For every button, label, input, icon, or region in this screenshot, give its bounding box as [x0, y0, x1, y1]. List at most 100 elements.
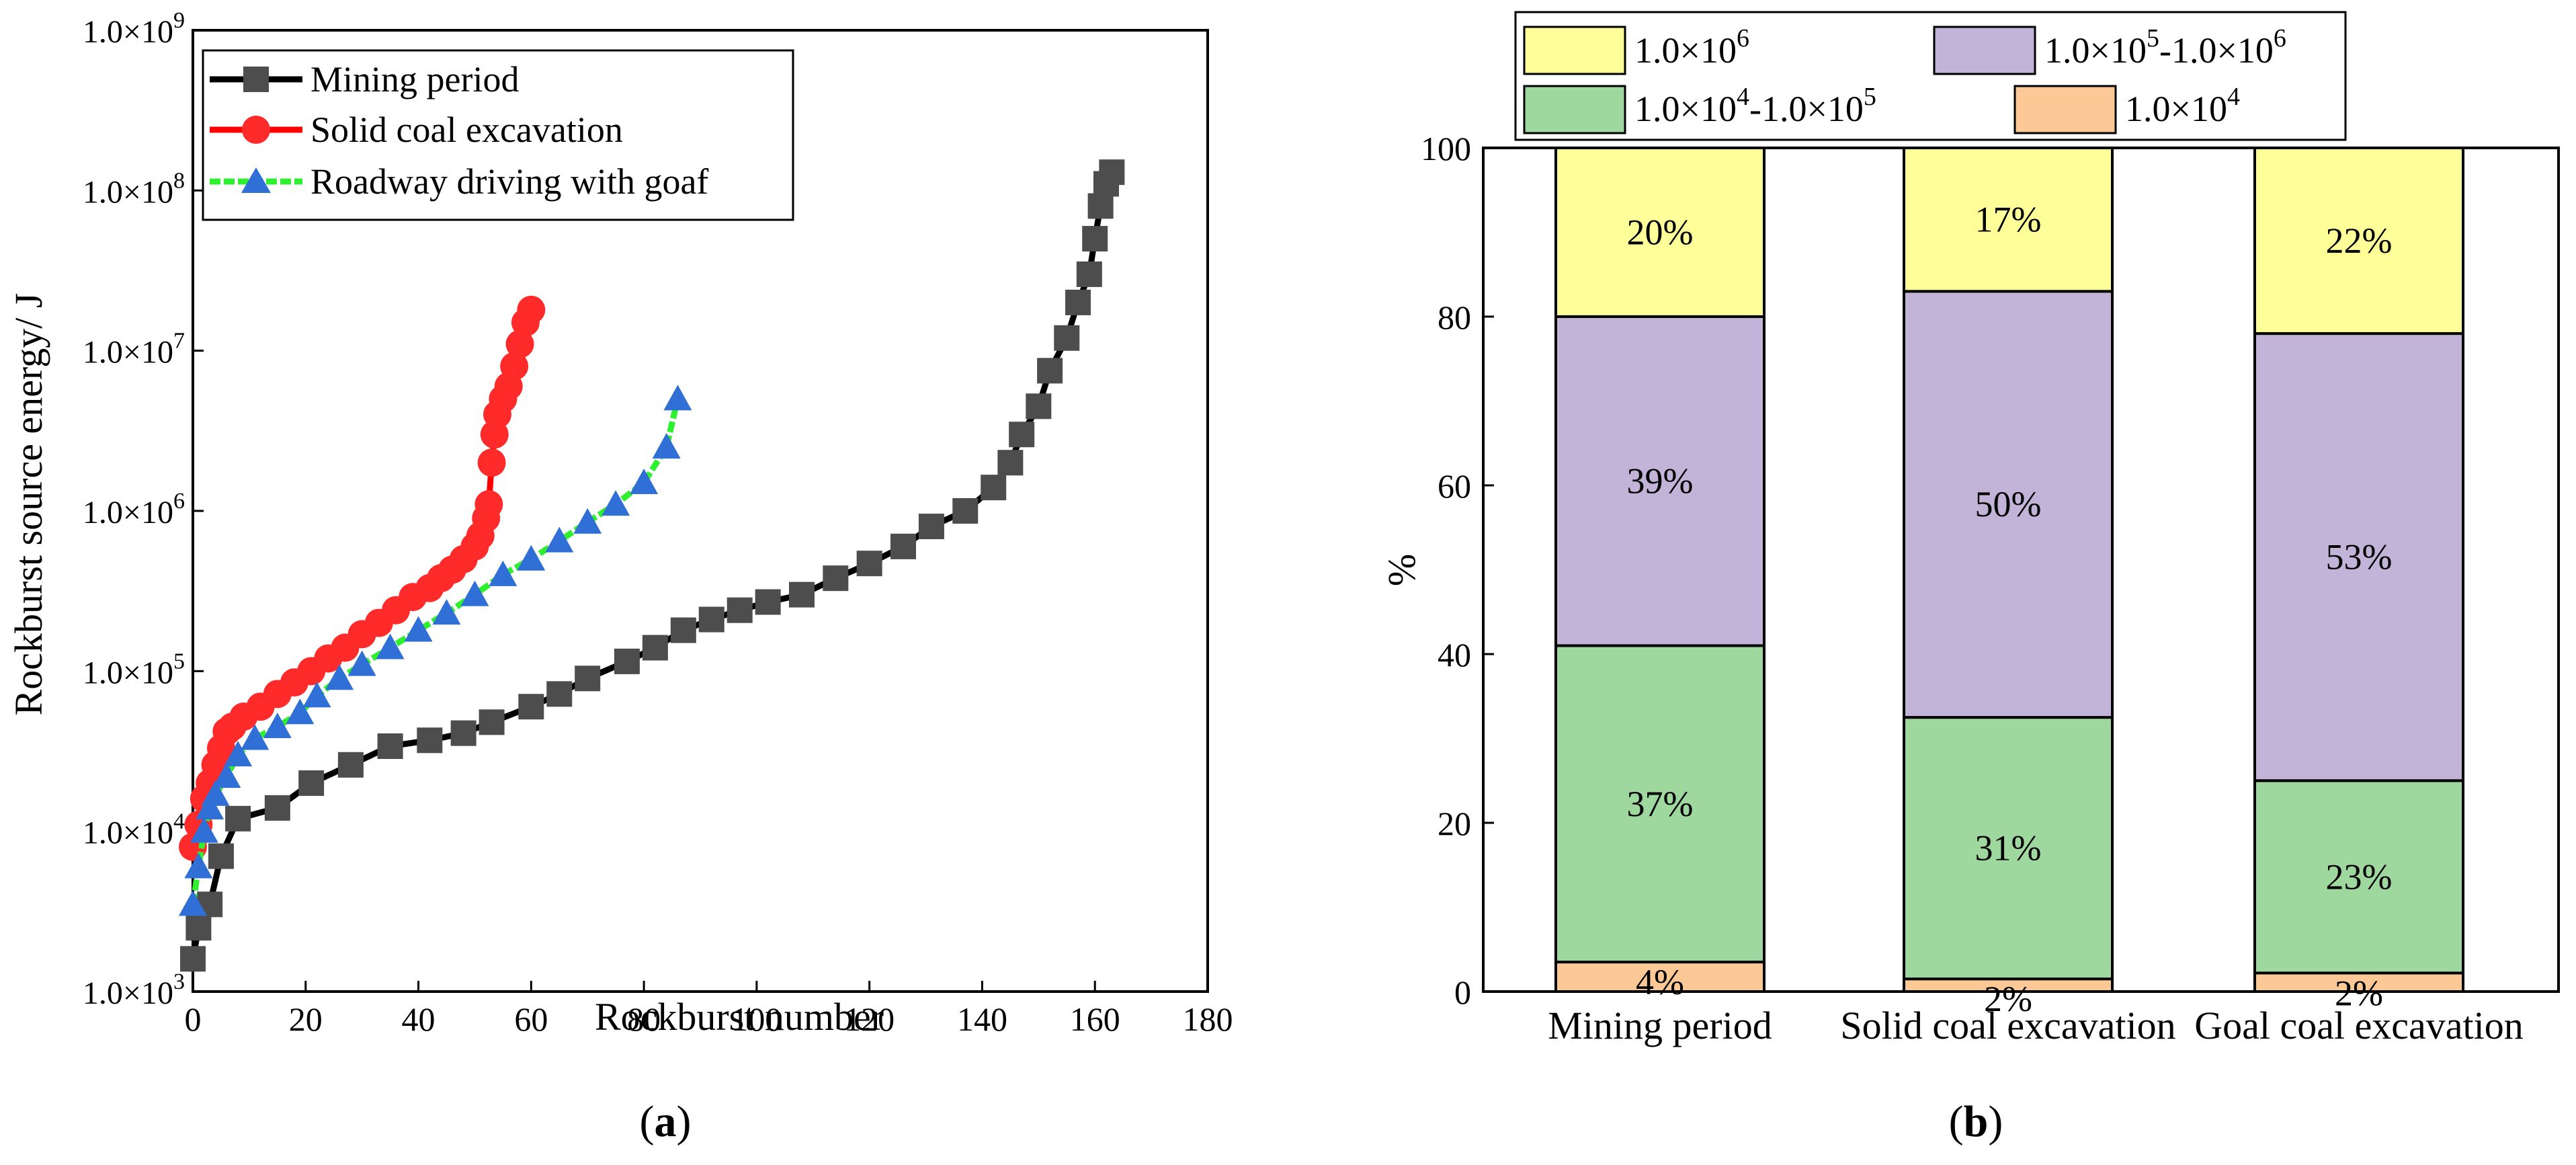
bar-value-label: 50%: [1975, 484, 2042, 524]
data-point-mining-period: [823, 565, 849, 592]
data-point-roadway-driving-with-goaf: [325, 664, 354, 690]
data-point-mining-period: [1026, 393, 1052, 419]
chart-b-bars: 4% 37% 39% 20% 2% 31% 50% 17% 2% 23% 53% 22%: [1554, 147, 2464, 1019]
chart-b-legend-box: [1514, 11, 2347, 141]
data-point-roadway-driving-with-goaf: [663, 385, 692, 411]
data-point-roadway-driving-with-goaf: [630, 469, 659, 495]
panel-b-caption: (b): [1949, 1097, 2003, 1146]
data-point-roadway-driving-with-goaf: [196, 793, 224, 819]
legend-item-1e4-1e5: 1.0×104-1.0×105: [1523, 83, 1876, 134]
legend-item-solid-coal-excavation: Solid coal excavation: [210, 110, 623, 150]
data-point-mining-period: [1076, 261, 1102, 287]
bar-segment: [1554, 644, 1765, 964]
legend-marker-square: [243, 67, 269, 92]
bar-value-label: 17%: [1975, 200, 2042, 240]
data-point-solid-coal-excavation: [500, 352, 529, 380]
data-point-roadway-driving-with-goaf: [184, 852, 213, 879]
data-point-mining-period: [479, 709, 505, 735]
x-tick-label: 160: [1070, 1000, 1120, 1038]
y-tick-label: 1.0×103: [83, 969, 185, 1011]
bar-value-label: 39%: [1627, 461, 1694, 501]
chart-a-y-ticks: 1.0×103 1.0×104 1.0×105 1.0×106 1.0×107 1.0×1…: [83, 8, 204, 1011]
data-point-mining-period: [698, 606, 724, 633]
data-point-mining-period: [208, 843, 234, 869]
x-tick-label: 80: [627, 1000, 661, 1038]
bar-segment: [1554, 147, 1765, 318]
category-label: Goal coal excavation: [2194, 1004, 2524, 1047]
data-point-roadway-driving-with-goaf: [224, 740, 253, 766]
data-point-solid-coal-excavation: [505, 329, 534, 358]
chart-a: 0 20 40 60 80 100 120 140 160 180 1.0×1031.0×1041…: [7, 8, 1233, 1146]
data-point-mining-period: [1087, 193, 1114, 219]
data-point-roadway-driving-with-goaf: [376, 633, 405, 659]
chart-b-y-ticks: 0 20 40 60 80 100: [1421, 130, 1494, 1011]
y-tick-label: 1.0×107: [83, 329, 185, 370]
data-point-mining-period: [450, 720, 476, 746]
bar-segment: [2253, 147, 2464, 335]
bar-segment: [1903, 147, 2114, 293]
bar-value-label: 23%: [2326, 856, 2393, 897]
data-point-mining-period: [670, 617, 696, 643]
chart-b-y-axis-label: %: [1380, 554, 1423, 586]
data-point-mining-period: [997, 450, 1024, 476]
data-point-solid-coal-excavation: [517, 295, 546, 324]
data-point-roadway-driving-with-goaf: [241, 724, 269, 750]
legend-label-1e5-1e6: 1.0×105-1.0×106: [2044, 24, 2286, 71]
legend-label-mining-period: Mining period: [310, 59, 519, 99]
series-line-mining-period: [190, 171, 1115, 960]
bar-value-label: 20%: [1627, 212, 1694, 253]
data-point-roadway-driving-with-goaf: [263, 712, 292, 738]
category-label: Mining period: [1548, 1004, 1772, 1047]
data-point-mining-period: [185, 915, 212, 941]
data-point-mining-period: [981, 475, 1007, 501]
bar-value-label: 2%: [2335, 973, 2383, 1013]
y-tick-label: 1.0×108: [83, 168, 185, 210]
bar-value-label: 53%: [2326, 537, 2393, 577]
x-tick-label: 60: [514, 1000, 548, 1038]
x-tick-label: 100: [731, 1000, 782, 1038]
chart-b-legend: 1.0×106 1.0×105-1.0×106 1.0×104-1.0×105 …: [1514, 11, 2347, 141]
data-point-mining-period: [575, 666, 601, 692]
chart-a-x-axis-label: Rockburst number: [595, 995, 884, 1039]
bar-segment: [1903, 716, 2114, 981]
data-point-mining-period: [264, 795, 290, 821]
y-tick-label: 1.0×105: [83, 649, 185, 690]
series-line-roadway-driving-with-goaf: [190, 398, 681, 905]
data-point-mining-period: [225, 805, 251, 832]
legend-swatch-1e5-1e6: [1933, 26, 2036, 75]
chart-a-x-ticks: 0 20 40 60 80 100 120 140 160 180: [185, 981, 1233, 1038]
bar-value-label: 4%: [1636, 962, 1684, 1002]
legend-item-1e4: 1.0×104: [2013, 83, 2240, 134]
x-tick-label: 0: [185, 1000, 202, 1038]
legend-item-1e6: 1.0×106: [1523, 24, 1749, 75]
chart-a-legend: Mining period Solid coal excavation Road…: [202, 49, 794, 221]
data-point-roadway-driving-with-goaf: [404, 616, 433, 642]
legend-label-1e6: 1.0×106: [1634, 24, 1749, 71]
bar-segment: [1554, 315, 1765, 647]
legend-item-1e5-1e6: 1.0×105-1.0×106: [1933, 24, 2286, 75]
data-point-mining-period: [952, 498, 979, 524]
data-point-mining-period: [789, 581, 815, 608]
y-tick-label: 40: [1438, 636, 1471, 674]
data-point-roadway-driving-with-goaf: [179, 890, 207, 916]
legend-swatch-1e4: [2013, 85, 2117, 134]
data-point-roadway-driving-with-goaf: [601, 490, 630, 516]
data-point-mining-period: [377, 733, 403, 759]
data-point-mining-period: [518, 694, 544, 720]
data-point-roadway-driving-with-goaf: [489, 560, 517, 586]
chart-a-y-axis-label: Rockburst source energy/ J: [7, 293, 50, 716]
legend-swatch-1e4-1e5: [1523, 85, 1626, 134]
data-point-mining-period: [726, 597, 753, 623]
data-point-mining-period: [1065, 289, 1091, 315]
data-point-roadway-driving-with-goaf: [460, 580, 489, 606]
x-tick-label: 140: [957, 1000, 1007, 1038]
y-tick-label: 80: [1438, 298, 1471, 336]
x-tick-label: 120: [844, 1000, 895, 1038]
bar-value-label: 31%: [1975, 828, 2042, 869]
data-point-mining-period: [890, 533, 916, 559]
x-tick-label: 20: [289, 1000, 323, 1038]
data-point-mining-period: [298, 770, 325, 796]
legend-marker-circle: [242, 116, 270, 144]
chart-a-series: [179, 159, 1125, 972]
